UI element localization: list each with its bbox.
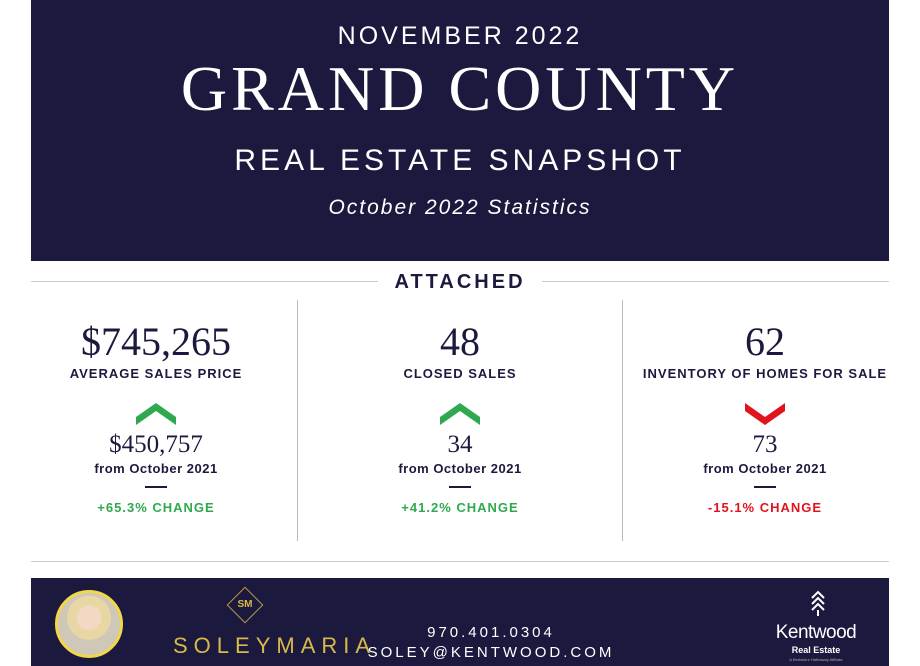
column-divider [622,300,623,541]
dash-divider [754,486,776,488]
report-period: October 2022 Statistics [328,196,592,219]
agent-email[interactable]: SOLEY@KENTWOOD.COM [367,644,615,661]
monogram: SM [237,599,253,610]
metric-average-sales-price: $745,265 AVERAGE SALES PRICE $450,757 fr… [23,319,289,516]
company-logo-text: Kentwood [775,622,857,643]
agent-footer: SM SOLEYMARIA 970.401.0304 SOLEY@KENTWOO… [31,578,889,666]
comparison-label: from October 2021 [94,461,218,476]
metric-closed-sales: 48 CLOSED SALES 34 from October 2021 +41… [327,319,593,516]
previous-value: 73 [752,431,778,458]
metric-value: 48 [440,319,480,364]
metric-inventory: 62 INVENTORY OF HOMES FOR SALE 73 from O… [632,319,898,516]
change-percent: -15.1% CHANGE [707,500,823,515]
agent-photo [55,590,123,658]
previous-value: 34 [447,431,473,458]
agent-phone[interactable]: 970.401.0304 [427,624,555,641]
dash-divider [449,486,471,488]
metric-value: 62 [745,319,785,364]
comparison-label: from October 2021 [398,461,522,476]
dash-divider [145,486,167,488]
metric-label: AVERAGE SALES PRICE [69,366,243,381]
change-percent: +65.3% CHANGE [97,500,215,515]
kentwood-tree-icon [811,590,825,616]
arrow-up-icon [440,403,480,425]
metric-label: INVENTORY OF HOMES FOR SALE [642,366,888,381]
header-banner: NOVEMBER 2022 GRAND COUNTY REAL ESTATE S… [31,0,889,261]
section-title: ATTACHED [0,271,920,294]
column-divider [297,300,298,541]
arrow-up-icon [136,403,176,425]
company-affiliate: A Berkshire Hathaway Affiliate [789,657,843,662]
comparison-label: from October 2021 [703,461,827,476]
arrow-down-icon [745,403,785,425]
county-title: GRAND COUNTY [180,53,740,124]
report-month: NOVEMBER 2022 [337,22,583,50]
metric-value: $745,265 [81,319,231,364]
change-percent: +41.2% CHANGE [401,500,519,515]
metric-label: CLOSED SALES [403,366,517,381]
company-subtitle: Real Estate [791,645,841,655]
agent-brand: SOLEYMARIA [173,633,377,658]
previous-value: $450,757 [109,431,203,458]
footer-rule [31,561,889,562]
report-subtitle: REAL ESTATE SNAPSHOT [234,144,686,177]
